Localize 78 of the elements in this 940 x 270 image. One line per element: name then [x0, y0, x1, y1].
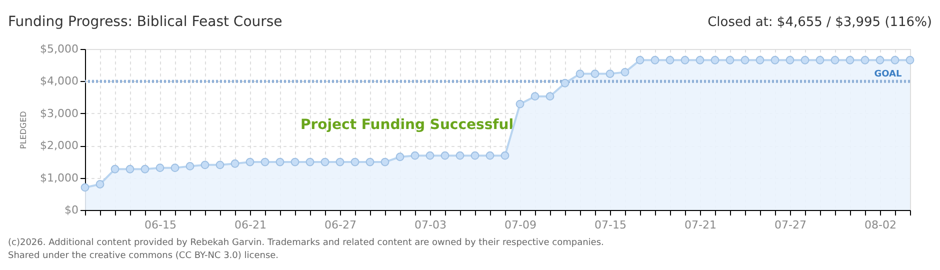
point [380, 158, 390, 166]
point [260, 158, 270, 166]
point [500, 151, 510, 160]
point [516, 100, 524, 108]
point [230, 159, 240, 168]
text: (c)2026. Additional content provided by Rebekah Garvin. Trademarks and related content are owned by their respective companies. [8, 238, 604, 248]
point [276, 158, 284, 166]
y-tick-label: $1,000 [40, 171, 78, 184]
annotation: Project Funding Successful [300, 117, 514, 133]
point [320, 158, 330, 166]
point [126, 164, 134, 174]
point [830, 56, 840, 64]
y-tick-label: $3,000 [40, 106, 78, 120]
y-tick-label: $0 [64, 204, 78, 216]
y-tick-label: $2,000 [40, 139, 78, 152]
x-tick-label: 06-27 [324, 218, 356, 232]
y-tick-label: $4,000 [40, 74, 78, 88]
point [96, 180, 104, 188]
point [366, 158, 374, 166]
point [726, 56, 734, 64]
point [606, 70, 614, 78]
y-tick-label: $5,000 [40, 42, 78, 56]
point [426, 151, 434, 160]
x-tick-label: 06-21 [234, 218, 266, 232]
point [410, 151, 420, 160]
point [560, 78, 570, 88]
point [486, 151, 494, 160]
point [156, 164, 164, 172]
point [680, 56, 690, 64]
point [350, 158, 360, 166]
point [786, 56, 794, 64]
point [906, 56, 914, 64]
point [710, 56, 720, 64]
point [290, 158, 300, 166]
x-tick-label: 07-21 [684, 218, 716, 232]
point [800, 56, 810, 64]
point [620, 68, 630, 76]
x-tick-label: 08-02 [864, 218, 896, 232]
x-tick-label: 06-15 [144, 218, 176, 232]
point [756, 56, 764, 64]
point [456, 151, 464, 160]
x-tick-label: 07-03 [414, 218, 446, 232]
x-tick-label: 07-09 [504, 218, 536, 232]
text: Closed at: $4,655 / $3,995 (116%) [708, 15, 932, 30]
point [636, 56, 644, 64]
point [186, 162, 194, 170]
point [470, 151, 480, 160]
point [740, 56, 750, 64]
point [860, 56, 870, 64]
point [306, 158, 314, 166]
x-tick-label: 07-15 [594, 218, 626, 232]
point [876, 56, 884, 64]
point [140, 164, 150, 174]
point [110, 164, 120, 174]
point [696, 56, 704, 64]
y-axis-title: PLEDGED [19, 111, 28, 149]
point [440, 151, 450, 160]
point [216, 160, 224, 170]
x-tick-label: 07-27 [774, 218, 806, 232]
chart-title: Funding Progress: Biblical Feast Course [8, 14, 282, 30]
point [396, 152, 404, 162]
point [530, 92, 540, 101]
point [590, 70, 600, 78]
point [770, 56, 780, 64]
text: Shared under the creative commons (CC BY-NC 3.0) license. [8, 251, 279, 261]
point [170, 164, 180, 172]
point [890, 56, 900, 64]
point [200, 160, 210, 170]
point [80, 183, 90, 192]
point [846, 56, 854, 64]
point [816, 56, 824, 64]
point [650, 56, 660, 64]
ref-line-label: GOAL [874, 69, 902, 80]
point [336, 158, 344, 166]
point [546, 92, 554, 101]
point [666, 56, 674, 64]
point [576, 70, 584, 78]
point [246, 158, 254, 166]
